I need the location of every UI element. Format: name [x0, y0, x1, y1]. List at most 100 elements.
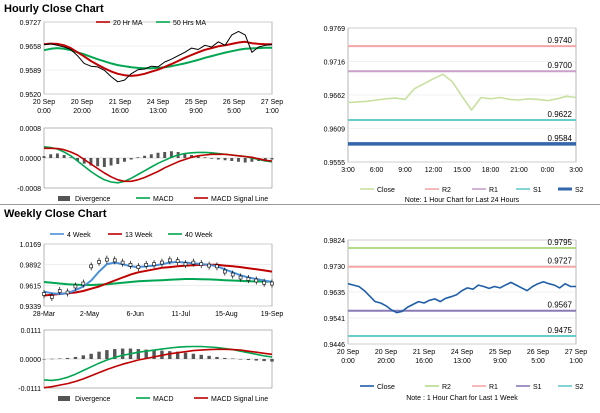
weekly-macd-chart: 0.0111 0.0000 -0.0111 Divergence MACD MACD Si…: [18, 328, 274, 403]
divergence-bar: [254, 359, 258, 361]
y-tick-label: 0.9892: [20, 263, 42, 270]
divergence-bar: [156, 152, 160, 158]
y-tick-label: 1.0169: [20, 242, 42, 249]
hourly-macd-chart: 0.0008 0.0000 -0.0008 Divergence MACD MACD Si…: [17, 126, 274, 203]
x-tick-label: 9:00: [398, 167, 412, 174]
x-tick-label: 20:00: [73, 108, 91, 115]
x-tick-label: 5:00: [531, 358, 545, 365]
divergence-bar: [250, 158, 254, 162]
legend-divergence-label: Divergence: [75, 396, 111, 403]
x-tick-label: 6:00: [370, 167, 384, 174]
divergence-bar: [203, 157, 207, 158]
price-candle-body: [112, 258, 117, 263]
divergence-bar: [238, 359, 243, 360]
level-r1-label: 0.9700: [548, 61, 573, 70]
price-candle-body: [50, 295, 54, 299]
divergence-bar: [123, 158, 126, 162]
x-tick-label: 2-May: [80, 311, 100, 318]
x-tick-label: 5:00: [227, 108, 241, 115]
price-candle-body: [81, 281, 86, 286]
legend-divergence-swatch: [58, 396, 70, 401]
divergence-bar: [96, 158, 100, 167]
divergence-bar: [65, 357, 70, 359]
divergence-bar: [113, 349, 117, 359]
x-tick-label: 13:00: [453, 358, 471, 365]
price-candle-body: [97, 260, 101, 264]
y-tick-label: 0.9824: [324, 238, 346, 245]
level-s2-label: 0.9475: [548, 326, 573, 335]
y-tick-label: 0.9658: [20, 44, 42, 51]
x-tick-label: 20 Sep: [375, 349, 397, 356]
price-candle-body: [73, 284, 78, 289]
weekly-1w-chart: 0.9824 0.9730 0.9635 0.9541 0.9446 0.9795 0.97…: [324, 238, 588, 402]
divergence-bar: [81, 355, 86, 359]
x-tick-label: 15-Aug: [215, 311, 238, 318]
price-candle-body: [136, 265, 141, 269]
divergence-bar: [62, 155, 66, 158]
x-tick-label: 20 Sep: [337, 349, 359, 356]
price-candle-body: [167, 258, 172, 263]
y-tick-label: 0.9730: [324, 264, 346, 271]
x-tick-label: 0:00: [541, 167, 555, 174]
y-tick-label: 0.9339: [20, 304, 42, 311]
price-candle-body: [57, 289, 62, 293]
x-tick-label: 25 Sep: [489, 349, 511, 356]
legend-s1-label: S1: [533, 187, 542, 194]
price-candle-body: [175, 259, 180, 263]
price-candle-body: [152, 262, 156, 266]
x-tick-label: 18:00: [482, 167, 500, 174]
ma20-line: [43, 40, 272, 77]
price-candle-body: [238, 275, 243, 280]
x-tick-label: 9:00: [189, 108, 203, 115]
y-tick-label: 0.0008: [20, 126, 42, 133]
divergence-bar: [207, 355, 211, 359]
price-candle-body: [262, 280, 266, 285]
x-tick-label: 13:00: [149, 108, 167, 115]
divergence-bar: [42, 359, 46, 360]
wk13-line: [43, 263, 273, 297]
legend-r1-label: R1: [489, 187, 498, 194]
divergence-bar: [149, 154, 153, 158]
x-tick-label: 21 Sep: [413, 349, 435, 356]
y-tick-label: 0.9446: [324, 342, 346, 349]
level-s2-label: 0.9584: [548, 134, 573, 143]
price-candle-body: [89, 264, 93, 269]
divergence-bar: [49, 154, 53, 158]
x-tick-label: 21:00: [510, 167, 528, 174]
divergence-bar: [105, 350, 109, 359]
y-tick-label: 0.9541: [324, 316, 346, 323]
legend-ma50-label: 50 Hrs MA: [173, 20, 206, 27]
x-tick-label: 24 Sep: [147, 99, 169, 106]
x-tick-label: 20:00: [377, 358, 395, 365]
signal-line: [43, 348, 273, 389]
legend-wk40-label: 40 Week: [185, 232, 213, 239]
divergence-bar: [246, 359, 251, 361]
y-tick-label: 0.0000: [20, 156, 42, 163]
divergence-bar: [136, 349, 141, 359]
divergence-bar: [129, 158, 133, 160]
price-candle-body: [191, 260, 196, 265]
x-tick-label: 20 Sep: [33, 99, 55, 106]
y-tick-label: 0.9769: [324, 26, 346, 33]
x-tick-label: 9:00: [493, 358, 507, 365]
divergence-bar: [191, 353, 196, 359]
divergence-bar: [89, 353, 93, 359]
x-tick-label: 0:00: [341, 358, 355, 365]
y-tick-label: 0.9662: [324, 93, 346, 100]
chart-note: Note: 1 Hour Chart for Last 24 Hours: [405, 197, 520, 204]
price-candle-body: [254, 278, 259, 283]
legend-signal-label: MACD Signal Line: [211, 196, 268, 203]
hourly-24h-chart: 0.9769 0.9716 0.9662 0.9609 0.9555 0.9740 0.97…: [324, 26, 584, 204]
legend-s2-label: S2: [575, 384, 584, 391]
y-tick-label: 0.9716: [324, 60, 346, 67]
divergence-bar: [97, 351, 101, 359]
divergence-bar: [143, 155, 147, 158]
y-tick-label: 0.9520: [20, 92, 42, 99]
price-candle-body: [144, 263, 149, 267]
level-r1-label: 0.9727: [548, 257, 573, 266]
divergence-bar: [109, 158, 113, 166]
divergence-bar: [89, 158, 93, 166]
x-tick-label: 25 Sep: [185, 99, 207, 106]
x-tick-label: 11-Jul: [172, 311, 191, 318]
